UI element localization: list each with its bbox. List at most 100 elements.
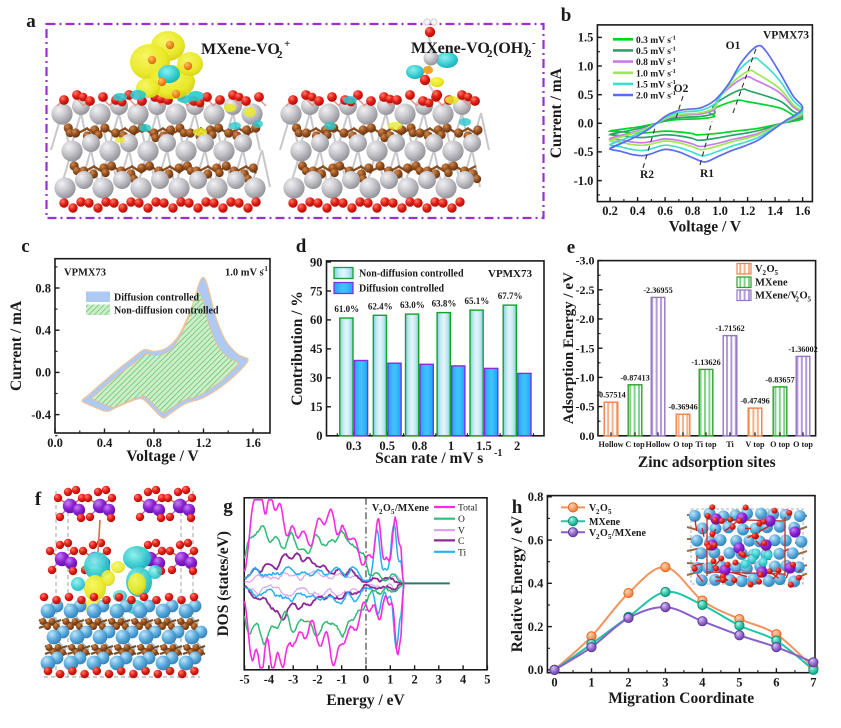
- svg-text:0.0: 0.0: [578, 117, 594, 131]
- svg-text:-0.87413: -0.87413: [620, 373, 649, 382]
- svg-text:Non-diffusion controlled: Non-diffusion controlled: [114, 305, 219, 316]
- svg-text:VPMX73: VPMX73: [488, 268, 532, 280]
- svg-text:Relative Energy / eV: Relative Energy / eV: [509, 515, 526, 652]
- svg-text:Hollow: Hollow: [598, 440, 623, 449]
- svg-text:c: c: [21, 236, 29, 257]
- svg-text:0.0: 0.0: [47, 436, 63, 450]
- svg-text:O top: O top: [770, 440, 790, 449]
- svg-text:b: b: [561, 5, 572, 26]
- svg-text:0.6: 0.6: [657, 204, 673, 218]
- svg-text:5: 5: [736, 676, 742, 690]
- svg-text:d: d: [296, 236, 307, 257]
- svg-text:1.5 mV s: 1.5 mV s: [636, 81, 671, 91]
- svg-text:30: 30: [310, 371, 323, 385]
- svg-text:V: V: [458, 527, 465, 537]
- svg-text:MXene: MXene: [589, 517, 621, 528]
- svg-text:-1: -1: [671, 35, 676, 42]
- svg-text:-2: -2: [312, 672, 322, 686]
- svg-text:2: 2: [411, 672, 417, 686]
- svg-text:2: 2: [596, 533, 600, 541]
- svg-text:2: 2: [763, 269, 767, 277]
- svg-text:0.8: 0.8: [528, 490, 544, 504]
- svg-text:5: 5: [775, 269, 779, 277]
- svg-text:0: 0: [316, 429, 322, 443]
- svg-text:MXene-VO: MXene-VO: [201, 41, 280, 58]
- svg-text:Adsorption Energy / eV: Adsorption Energy / eV: [561, 272, 577, 424]
- svg-text:-2.0: -2.0: [576, 312, 595, 326]
- svg-text:0.3 mV s: 0.3 mV s: [636, 36, 671, 46]
- svg-text:-1.36002: -1.36002: [788, 345, 817, 354]
- svg-text:5: 5: [608, 533, 612, 541]
- svg-text:MXene: MXene: [755, 278, 788, 289]
- svg-text:h: h: [512, 497, 523, 518]
- svg-text:5: 5: [484, 672, 490, 686]
- svg-text:Non-diffusion controlled: Non-diffusion controlled: [359, 269, 464, 280]
- svg-text:0.8 mV s: 0.8 mV s: [636, 58, 671, 68]
- svg-text:O: O: [767, 264, 775, 275]
- svg-text:-5: -5: [239, 672, 249, 686]
- svg-text:0.2: 0.2: [528, 620, 544, 634]
- svg-text:0.8: 0.8: [685, 204, 701, 218]
- svg-text:-1: -1: [671, 79, 676, 86]
- svg-text:1.4: 1.4: [767, 204, 783, 218]
- svg-text:(OH): (OH): [493, 40, 529, 57]
- svg-text:Hollow: Hollow: [645, 440, 670, 449]
- svg-text:Ti: Ti: [458, 548, 466, 558]
- svg-text:65.1%: 65.1%: [465, 296, 490, 306]
- svg-text:/MXene: /MXene: [394, 503, 429, 514]
- svg-text:-0.47496: -0.47496: [740, 397, 769, 406]
- svg-text:-3: -3: [288, 672, 298, 686]
- svg-text:R2: R2: [640, 169, 654, 181]
- svg-text:g: g: [223, 496, 233, 517]
- svg-text:0.4: 0.4: [528, 577, 544, 591]
- svg-text:2: 2: [277, 49, 283, 61]
- svg-text:4: 4: [460, 672, 467, 686]
- svg-text:V: V: [372, 503, 380, 514]
- svg-text:C top: C top: [625, 440, 645, 449]
- svg-text:67.7%: 67.7%: [498, 291, 523, 301]
- svg-text:61.0%: 61.0%: [334, 304, 359, 314]
- svg-text:Current / mA: Current / mA: [8, 300, 25, 391]
- svg-text:-: -: [532, 37, 536, 49]
- svg-text:Voltage / V: Voltage / V: [669, 219, 742, 236]
- svg-text:1.5: 1.5: [476, 439, 492, 453]
- svg-text:63.8%: 63.8%: [432, 299, 457, 309]
- svg-text:0.5: 0.5: [578, 88, 594, 102]
- svg-text:O: O: [458, 515, 465, 525]
- svg-text:O1: O1: [726, 40, 741, 52]
- svg-text:0.4: 0.4: [630, 204, 646, 218]
- svg-text:60: 60: [310, 313, 323, 327]
- svg-text:2: 2: [487, 48, 493, 60]
- svg-text:0.6: 0.6: [528, 533, 544, 547]
- svg-text:-0.57514: -0.57514: [596, 391, 625, 400]
- svg-text:0.8: 0.8: [35, 281, 51, 295]
- svg-text:1: 1: [588, 676, 594, 690]
- svg-text:e: e: [567, 237, 575, 258]
- svg-text:1: 1: [387, 672, 393, 686]
- svg-text:O top: O top: [793, 440, 813, 449]
- svg-text:V top: V top: [745, 440, 765, 449]
- svg-text:-1: -1: [336, 672, 346, 686]
- svg-text:5: 5: [391, 508, 395, 516]
- svg-text:2.0 mV s: 2.0 mV s: [636, 92, 671, 102]
- svg-text:63.0%: 63.0%: [400, 300, 425, 310]
- svg-text:V: V: [589, 503, 597, 514]
- svg-text:1.6: 1.6: [245, 436, 261, 450]
- svg-text:62.4%: 62.4%: [368, 301, 393, 311]
- svg-text:-0.5: -0.5: [574, 145, 594, 159]
- svg-text:0.4: 0.4: [35, 324, 51, 338]
- svg-text:-0.36946: -0.36946: [668, 403, 697, 412]
- svg-text:O2: O2: [674, 83, 689, 95]
- svg-text:6: 6: [773, 676, 779, 690]
- svg-text:Total: Total: [458, 504, 478, 514]
- svg-text:1.0: 1.0: [712, 204, 728, 218]
- svg-text:0.3: 0.3: [346, 439, 362, 453]
- svg-text:Current / mA: Current / mA: [548, 67, 565, 158]
- svg-text:Diffusion controlled: Diffusion controlled: [359, 284, 445, 295]
- svg-text:MXene/V: MXene/V: [755, 291, 799, 302]
- svg-text:1.2: 1.2: [740, 204, 756, 218]
- svg-text:-1: -1: [262, 265, 268, 273]
- svg-text:V: V: [755, 264, 763, 275]
- svg-text:75: 75: [310, 284, 323, 298]
- svg-text:90: 90: [310, 255, 323, 269]
